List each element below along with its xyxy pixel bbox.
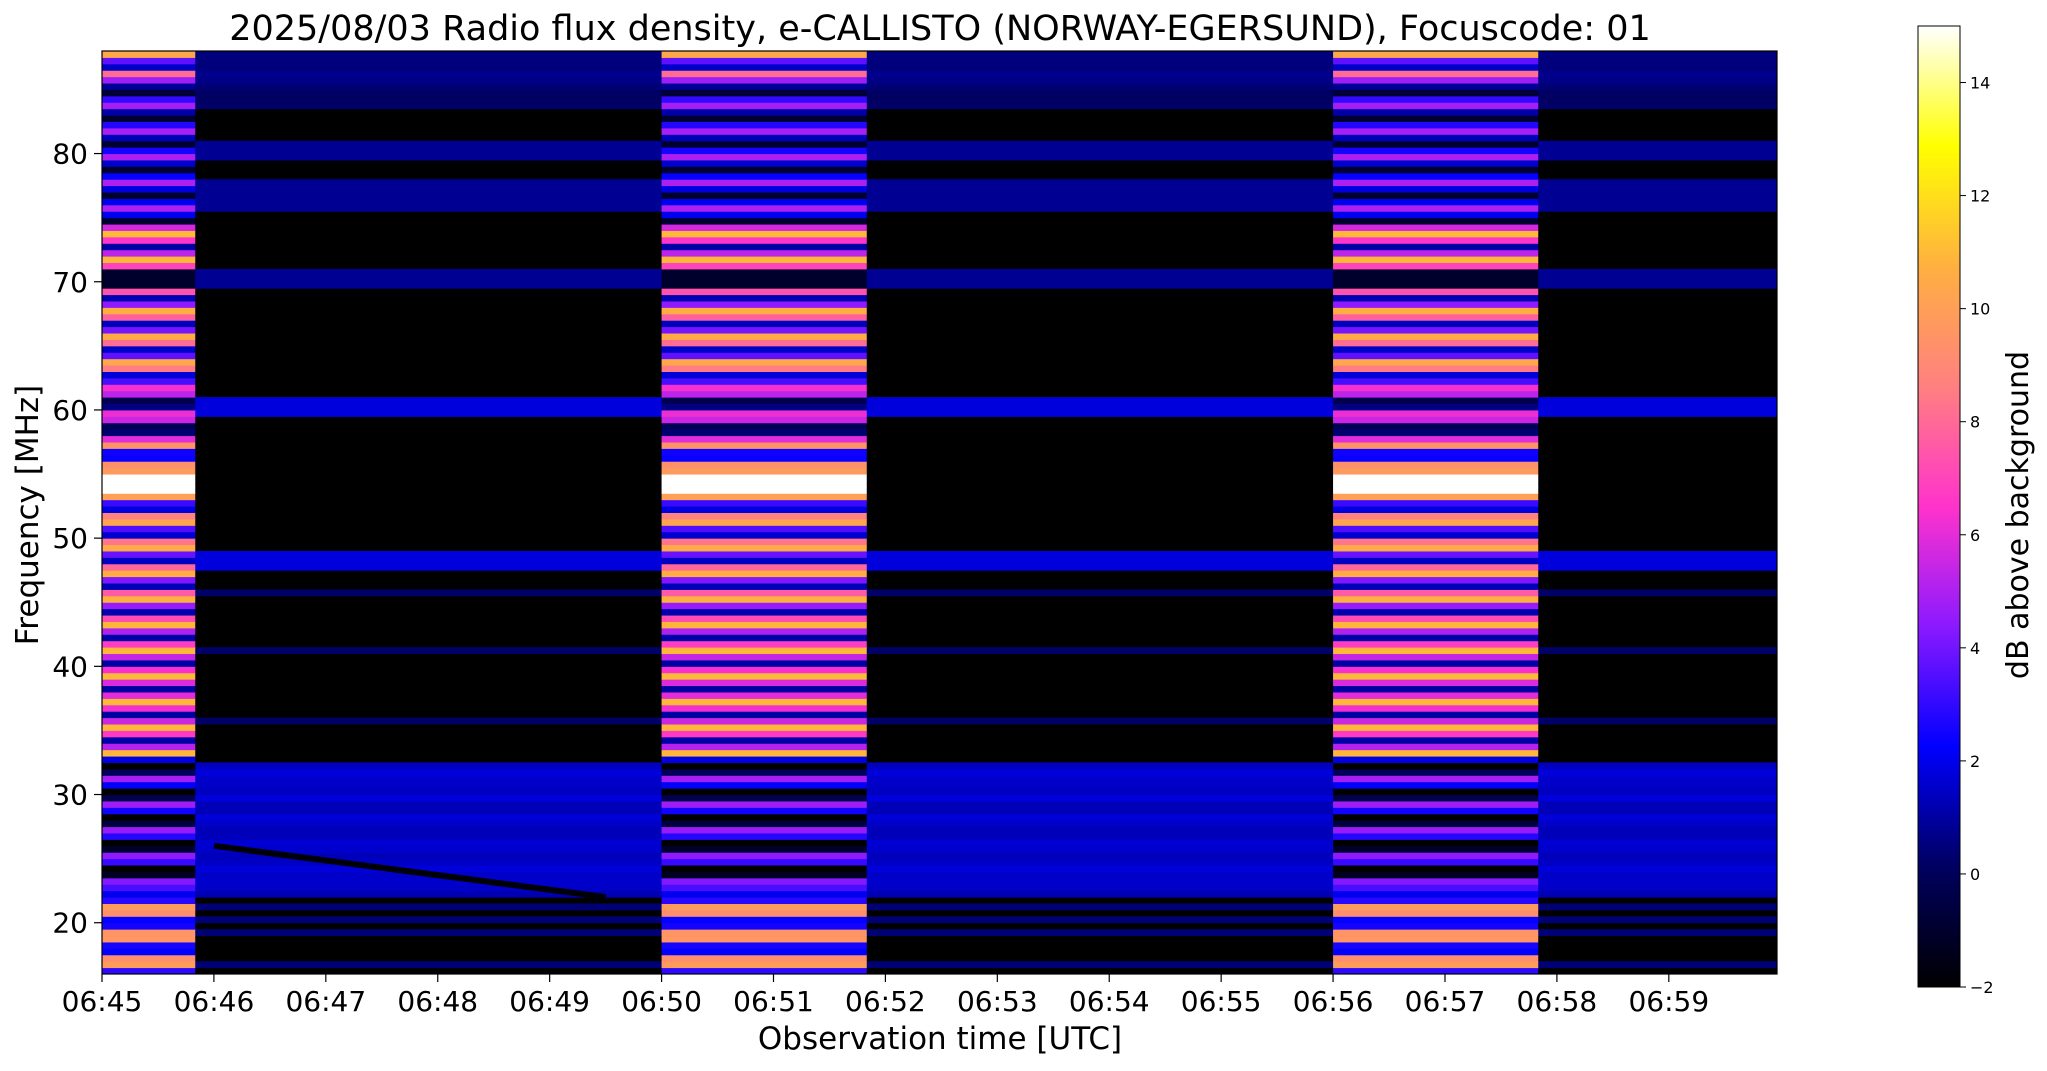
x-tick-label: 06:49 xyxy=(509,985,590,1018)
colorbar-label: dB above background xyxy=(2001,351,2036,679)
x-tick-label: 06:51 xyxy=(733,985,814,1018)
x-tick-label: 06:56 xyxy=(1293,985,1374,1018)
spectrogram-plot xyxy=(102,51,1777,974)
colorbar-tick-label: 8 xyxy=(1970,413,1980,432)
colorbar-tick-label: 14 xyxy=(1970,74,1990,93)
y-tick-label: 70 xyxy=(52,266,88,299)
x-tick-label: 06:59 xyxy=(1628,985,1709,1018)
x-tick-label: 06:58 xyxy=(1517,985,1598,1018)
x-tick-label: 06:45 xyxy=(62,985,143,1018)
colorbar-tick-label: 10 xyxy=(1970,300,1990,319)
x-tick-label: 06:53 xyxy=(957,985,1038,1018)
colorbar-tick-label: −2 xyxy=(1970,978,1994,997)
x-tick-label: 06:50 xyxy=(621,985,702,1018)
x-tick-label: 06:57 xyxy=(1405,985,1486,1018)
x-tick-label: 06:54 xyxy=(1069,985,1150,1018)
y-tick-label: 40 xyxy=(52,650,88,683)
y-tick-label: 20 xyxy=(52,907,88,940)
colorbar-tick-label: 0 xyxy=(1970,865,1980,884)
x-tick-label: 06:46 xyxy=(174,985,255,1018)
x-tick-label: 06:47 xyxy=(285,985,366,1018)
colorbar-tick-label: 12 xyxy=(1970,187,1990,206)
x-tick-label: 06:48 xyxy=(397,985,478,1018)
colorbar-gradient xyxy=(1917,25,1961,988)
y-tick-label: 50 xyxy=(52,522,88,555)
chart-title: 2025/08/03 Radio flux density, e-CALLIST… xyxy=(229,9,1651,49)
x-tick-label: 06:52 xyxy=(845,985,926,1018)
y-tick-label: 60 xyxy=(52,394,88,427)
y-tick-label: 80 xyxy=(52,138,88,171)
colorbar: −2 0 2 4 6 8 10 12 14 xyxy=(1917,25,1994,997)
y-tick-label: 30 xyxy=(52,779,88,812)
axes: 06:45 06:46 06:47 06:48 06:49 06:50 06:51 06:52… xyxy=(52,50,1778,1018)
colorbar-tick-label: 2 xyxy=(1970,752,1980,771)
colorbar-tick-label: 4 xyxy=(1970,639,1980,658)
x-axis-label: Observation time [UTC] xyxy=(758,1021,1122,1057)
colorbar-tick-label: 6 xyxy=(1970,526,1980,545)
y-axis-label: Frequency [MHz] xyxy=(10,385,46,646)
x-tick-label: 06:55 xyxy=(1181,985,1262,1018)
